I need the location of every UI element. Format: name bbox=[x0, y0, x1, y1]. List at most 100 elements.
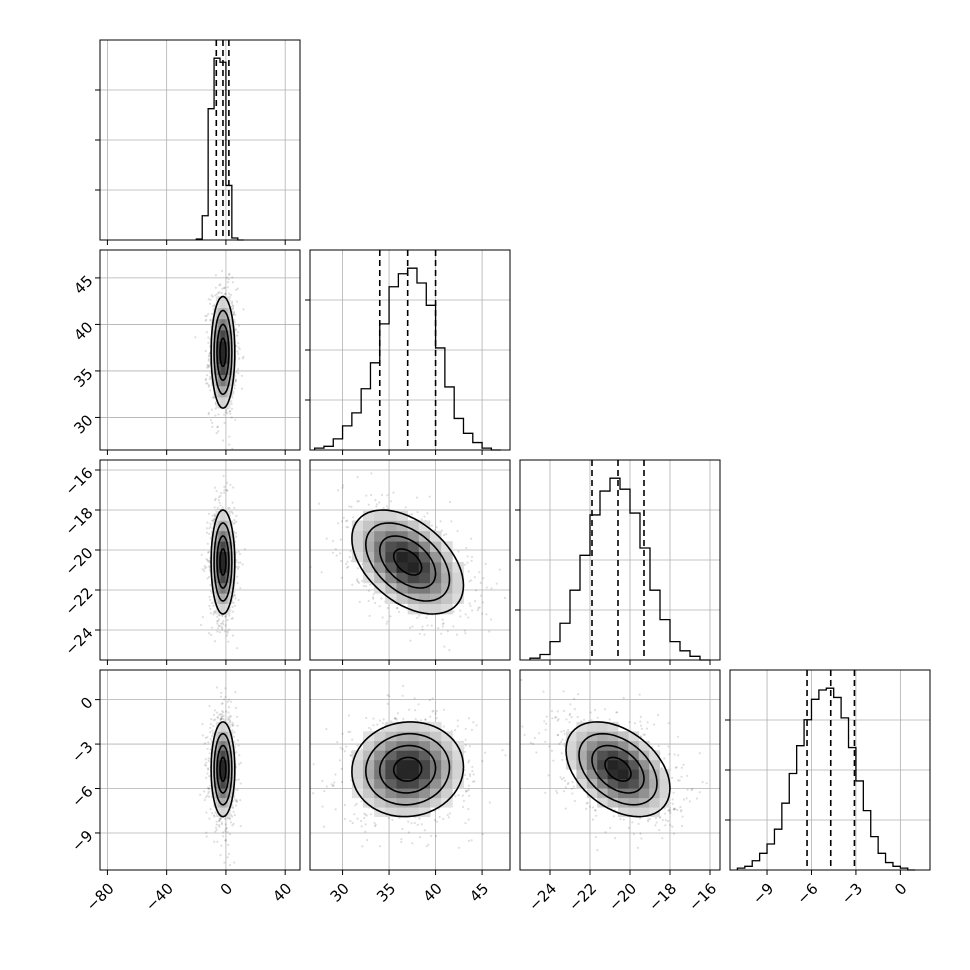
density-cell bbox=[220, 731, 224, 742]
sample-point bbox=[468, 794, 471, 797]
sample-point bbox=[340, 520, 344, 523]
sample-point bbox=[360, 819, 363, 823]
sample-point bbox=[351, 822, 354, 825]
sample-point bbox=[211, 514, 214, 517]
density-cell bbox=[215, 330, 219, 342]
density-cell bbox=[430, 551, 442, 563]
sample-point bbox=[353, 813, 356, 816]
sample-point bbox=[413, 697, 416, 700]
sample-point bbox=[204, 796, 207, 799]
sample-point bbox=[231, 605, 234, 609]
sample-point bbox=[323, 790, 326, 793]
sample-point bbox=[464, 738, 467, 741]
sample-point bbox=[333, 781, 336, 784]
density-cell bbox=[220, 807, 224, 818]
sample-point bbox=[224, 839, 227, 842]
sample-point bbox=[466, 789, 469, 792]
panel-frame bbox=[99, 459, 301, 661]
density-cell bbox=[430, 593, 442, 604]
density-cell bbox=[430, 582, 442, 594]
sample-point bbox=[430, 834, 433, 838]
sample-point bbox=[223, 485, 226, 488]
density-cell bbox=[225, 572, 229, 584]
sample-point bbox=[213, 506, 216, 509]
sample-point bbox=[208, 775, 211, 778]
sample-point bbox=[330, 783, 333, 786]
sample-point bbox=[231, 300, 234, 303]
sample-point bbox=[237, 778, 240, 781]
density-cell bbox=[220, 510, 224, 521]
density-cell bbox=[230, 530, 233, 542]
sample-point bbox=[229, 821, 233, 824]
density-cell bbox=[232, 352, 236, 364]
sample-point bbox=[220, 713, 223, 716]
sample-point bbox=[433, 819, 436, 822]
density-cell bbox=[215, 778, 219, 789]
density-cell bbox=[218, 582, 221, 594]
sample-point bbox=[205, 374, 209, 377]
sample-point bbox=[395, 606, 399, 610]
sample-point bbox=[445, 533, 448, 536]
density-cell bbox=[363, 788, 375, 799]
density-cell bbox=[215, 530, 219, 542]
density-cell bbox=[222, 572, 226, 584]
sample-point bbox=[208, 566, 211, 569]
sample-point bbox=[355, 802, 358, 805]
sample-point bbox=[423, 633, 426, 636]
sample-point bbox=[380, 493, 384, 497]
sample-point bbox=[214, 414, 217, 417]
sample-point bbox=[490, 618, 493, 621]
density-cell bbox=[211, 759, 214, 770]
sample-point bbox=[222, 717, 225, 720]
sample-point bbox=[237, 567, 240, 571]
density-cell bbox=[225, 551, 229, 563]
sample-point bbox=[213, 610, 216, 614]
density-cell bbox=[227, 807, 231, 818]
density-cell bbox=[227, 797, 231, 808]
sample-point bbox=[382, 506, 385, 510]
sample-point bbox=[203, 567, 207, 570]
sample-point bbox=[381, 616, 384, 619]
sample-point bbox=[217, 430, 220, 433]
sample-point bbox=[223, 292, 226, 296]
sample-point bbox=[468, 580, 471, 583]
sample-point bbox=[470, 728, 474, 731]
sample-point bbox=[220, 715, 223, 719]
density-cell bbox=[220, 385, 224, 398]
sample-point bbox=[374, 499, 377, 502]
sample-point bbox=[216, 711, 219, 714]
sample-point bbox=[207, 366, 210, 369]
sample-point bbox=[337, 489, 340, 492]
sample-point bbox=[206, 794, 209, 797]
sample-point bbox=[449, 500, 452, 504]
sample-point bbox=[225, 489, 228, 492]
sample-point bbox=[231, 447, 234, 450]
sample-point bbox=[205, 761, 208, 764]
sample-point bbox=[380, 597, 383, 600]
sample-point bbox=[488, 801, 491, 804]
density-cell bbox=[351, 778, 364, 789]
sample-point bbox=[365, 716, 368, 720]
sample-point bbox=[418, 817, 421, 820]
density-cell bbox=[220, 341, 224, 353]
sample-point bbox=[369, 728, 372, 731]
sample-point bbox=[472, 780, 475, 783]
sample-point bbox=[243, 548, 246, 551]
sample-point bbox=[236, 647, 239, 650]
sample-point bbox=[375, 505, 378, 508]
histogram-step bbox=[736, 687, 916, 871]
sample-point bbox=[455, 633, 459, 636]
sample-point bbox=[374, 601, 377, 605]
sample-point bbox=[207, 560, 210, 563]
sample-point bbox=[341, 486, 344, 489]
sample-point bbox=[469, 774, 472, 778]
sample-point bbox=[342, 516, 345, 520]
sample-point bbox=[217, 496, 221, 499]
sample-point bbox=[238, 357, 241, 360]
density-cell bbox=[230, 318, 233, 331]
density-cell bbox=[218, 807, 221, 818]
sample-point bbox=[418, 614, 421, 617]
density-cell bbox=[225, 530, 229, 542]
sample-point bbox=[222, 831, 225, 834]
sample-point bbox=[435, 717, 438, 720]
